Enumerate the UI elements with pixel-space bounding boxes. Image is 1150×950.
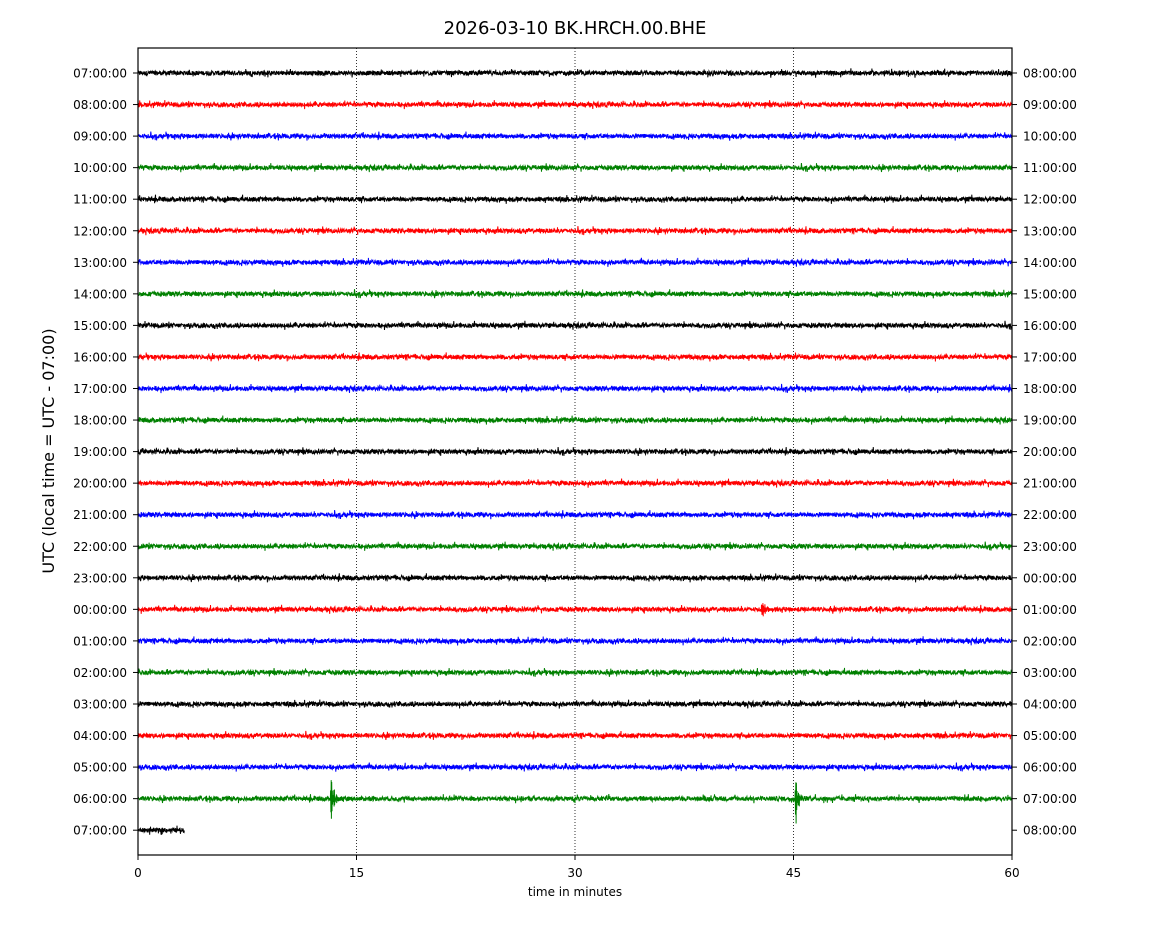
right-tick-label: 11:00:00	[1023, 161, 1077, 175]
right-tick-label: 16:00:00	[1023, 319, 1077, 333]
trace-row-8	[137, 320, 1013, 331]
left-tick-label: 21:00:00	[73, 508, 127, 522]
trace-row-20	[137, 699, 1013, 709]
trace-row-22	[137, 762, 1013, 772]
left-tick-label: 05:00:00	[73, 761, 127, 775]
left-tick-label: 06:00:00	[73, 792, 127, 806]
x-tick-label: 30	[567, 866, 582, 880]
y-axis-label: UTC (local time = UTC - 07:00)	[39, 328, 58, 573]
right-tick-label: 20:00:00	[1023, 445, 1077, 459]
right-tick-label: 10:00:00	[1023, 130, 1077, 144]
left-tick-label: 02:00:00	[73, 666, 127, 680]
trace-row-13	[137, 478, 1013, 488]
right-tick-label: 12:00:00	[1023, 193, 1077, 207]
right-tick-label: 19:00:00	[1023, 414, 1077, 428]
left-tick-label: 00:00:00	[73, 603, 127, 617]
x-tick-label: 15	[349, 866, 364, 880]
left-tick-label: 15:00:00	[73, 319, 127, 333]
gridlines	[356, 48, 794, 855]
trace-row-11	[137, 415, 1013, 425]
trace-row-24	[137, 825, 185, 835]
right-tick-label: 21:00:00	[1023, 477, 1077, 491]
left-tick-label: 11:00:00	[73, 193, 127, 207]
trace-row-17	[137, 603, 1013, 617]
left-tick-label: 22:00:00	[73, 540, 127, 554]
right-tick-label: 13:00:00	[1023, 224, 1077, 238]
right-tick-label: 15:00:00	[1023, 287, 1077, 301]
right-tick-label: 07:00:00	[1023, 792, 1077, 806]
left-tick-label: 16:00:00	[73, 350, 127, 364]
left-tick-label: 19:00:00	[73, 445, 127, 459]
trace-row-15	[137, 541, 1013, 551]
x-axis: 0 15 30 45 60	[134, 855, 1020, 880]
trace-row-14	[137, 510, 1013, 520]
left-tick-label: 07:00:00	[73, 67, 127, 81]
right-axis: 08:00:00 09:00:00 10:00:00 11:00:00 12:00:00…	[1012, 67, 1077, 838]
left-tick-label: 17:00:00	[73, 382, 127, 396]
trace-row-9	[137, 352, 1013, 362]
left-tick-label: 12:00:00	[73, 224, 127, 238]
trace-row-16	[137, 573, 1013, 583]
trace-row-23	[137, 780, 1013, 824]
right-tick-label: 09:00:00	[1023, 98, 1077, 112]
left-tick-label: 04:00:00	[73, 729, 127, 743]
trace-row-4	[137, 194, 1013, 204]
trace-row-2	[137, 131, 1013, 141]
left-tick-label: 09:00:00	[73, 130, 127, 144]
right-tick-label: 06:00:00	[1023, 761, 1077, 775]
trace-row-21	[137, 730, 1013, 741]
trace-row-3	[137, 162, 1013, 173]
left-tick-label: 03:00:00	[73, 698, 127, 712]
trace-row-19	[137, 667, 1013, 678]
left-tick-label: 08:00:00	[73, 98, 127, 112]
left-tick-label: 18:00:00	[73, 414, 127, 428]
right-tick-label: 17:00:00	[1023, 350, 1077, 364]
trace-row-10	[137, 383, 1013, 394]
x-tick-label: 60	[1004, 866, 1019, 880]
x-axis-label: time in minutes	[528, 885, 622, 899]
trace-row-7	[137, 289, 1013, 299]
right-tick-label: 14:00:00	[1023, 256, 1077, 270]
right-tick-label: 18:00:00	[1023, 382, 1077, 396]
right-tick-label: 00:00:00	[1023, 571, 1077, 585]
trace-row-6	[137, 257, 1013, 267]
x-tick-label: 45	[786, 866, 801, 880]
right-tick-label: 03:00:00	[1023, 666, 1077, 680]
right-tick-label: 22:00:00	[1023, 508, 1077, 522]
x-tick-label: 0	[134, 866, 142, 880]
chart-title: 2026-03-10 BK.HRCH.00.BHE	[444, 18, 707, 39]
trace-row-5	[137, 226, 1013, 236]
left-axis: 07:00:00 08:00:00 09:00:00 10:00:00 11:00:00…	[73, 67, 138, 838]
left-tick-label: 01:00:00	[73, 634, 127, 648]
traces	[137, 68, 1013, 835]
left-tick-label: 07:00:00	[73, 824, 127, 838]
right-tick-label: 08:00:00	[1023, 67, 1077, 81]
right-tick-label: 23:00:00	[1023, 540, 1077, 554]
right-tick-label: 02:00:00	[1023, 634, 1077, 648]
right-tick-label: 04:00:00	[1023, 698, 1077, 712]
trace-row-1	[137, 99, 1013, 110]
right-tick-label: 08:00:00	[1023, 824, 1077, 838]
left-tick-label: 10:00:00	[73, 161, 127, 175]
left-tick-label: 20:00:00	[73, 477, 127, 491]
left-tick-label: 23:00:00	[73, 571, 127, 585]
right-tick-label: 05:00:00	[1023, 729, 1077, 743]
trace-row-12	[137, 446, 1013, 457]
left-tick-label: 14:00:00	[73, 287, 127, 301]
trace-row-18	[137, 636, 1013, 646]
right-tick-label: 01:00:00	[1023, 603, 1077, 617]
left-tick-label: 13:00:00	[73, 256, 127, 270]
trace-row-0	[137, 68, 1013, 78]
